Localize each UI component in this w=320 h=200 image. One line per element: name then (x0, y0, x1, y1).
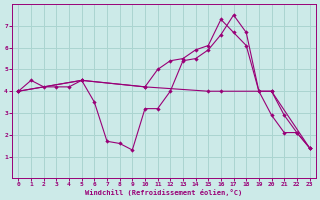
X-axis label: Windchill (Refroidissement éolien,°C): Windchill (Refroidissement éolien,°C) (85, 189, 243, 196)
